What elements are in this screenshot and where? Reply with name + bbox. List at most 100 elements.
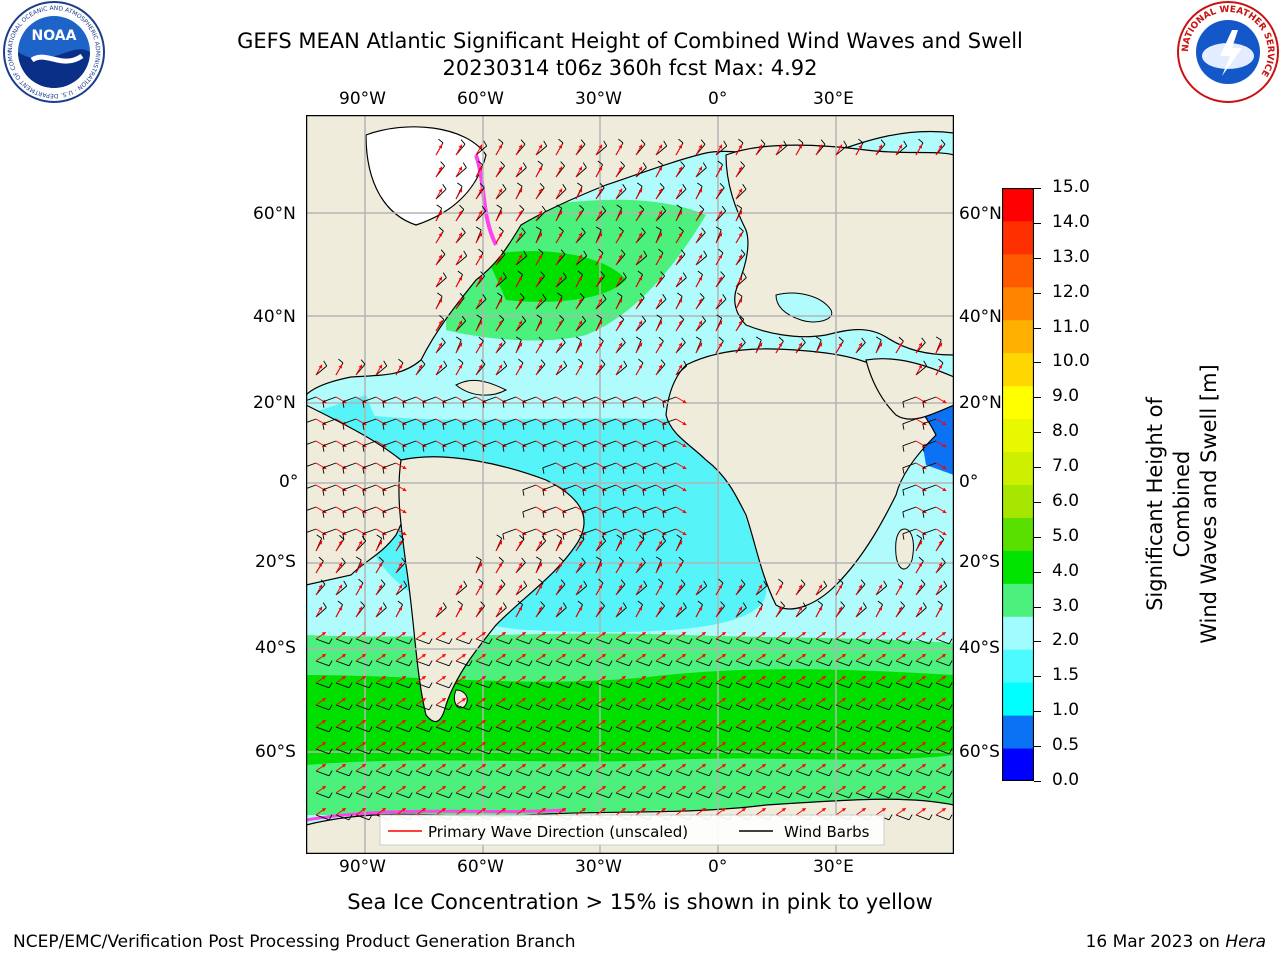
wave-direction-arrowhead bbox=[558, 606, 562, 611]
wave-direction-arrowhead bbox=[858, 342, 862, 347]
colorbar-tick-label: 12.0 bbox=[1052, 281, 1090, 302]
wind-barb-flag bbox=[883, 580, 888, 587]
wind-barb-flag bbox=[538, 248, 544, 254]
wave-direction-arrowhead bbox=[621, 742, 626, 746]
wind-barb-flag bbox=[596, 314, 602, 319]
wave-direction-arrowhead bbox=[801, 654, 806, 658]
wind-barb-flag bbox=[468, 638, 473, 645]
wave-direction-arrowhead bbox=[598, 232, 602, 237]
wind-barb-flag bbox=[778, 336, 784, 342]
lat-label-right: 0° bbox=[959, 472, 979, 492]
wave-direction-arrowhead bbox=[942, 509, 947, 513]
wave-direction-arrowhead bbox=[401, 632, 406, 636]
wave-direction-arrowhead bbox=[438, 188, 442, 193]
wind-barb-flag bbox=[522, 489, 525, 496]
wave-direction-arrowhead bbox=[861, 698, 866, 702]
wind-barb bbox=[655, 682, 670, 689]
wind-barb bbox=[715, 660, 730, 667]
wind-barb bbox=[775, 726, 790, 733]
wind-barb bbox=[382, 440, 397, 447]
wave-direction-arrowhead bbox=[361, 698, 366, 702]
wind-barb-flag bbox=[382, 533, 385, 540]
wave-direction-arrowhead bbox=[478, 584, 482, 589]
wind-barb bbox=[635, 704, 650, 711]
wind-barb-flag bbox=[748, 638, 753, 645]
wind-barb-flag bbox=[496, 204, 502, 209]
wind-barb-flag bbox=[715, 226, 722, 231]
wind-barb-flag bbox=[562, 272, 567, 278]
wind-barb-flag bbox=[408, 792, 413, 799]
wind-barb-flag bbox=[582, 511, 585, 518]
wave-direction-arrowhead bbox=[618, 320, 622, 325]
wind-barb-flag bbox=[388, 748, 393, 755]
wind-barb bbox=[595, 682, 610, 689]
wind-barb-flag bbox=[728, 770, 733, 777]
wave-direction-arrowhead bbox=[498, 144, 502, 149]
wave-direction-arrowhead bbox=[641, 742, 646, 746]
wind-barb-flag bbox=[382, 423, 385, 430]
wave-direction-arrowhead bbox=[321, 676, 326, 680]
wind-barb-flag bbox=[575, 336, 582, 341]
wind-barb bbox=[675, 792, 690, 799]
wave-direction-arrowhead bbox=[521, 654, 526, 658]
wind-barb-flag bbox=[438, 226, 444, 232]
wind-barb-flag bbox=[448, 682, 453, 689]
wind-barb-flag bbox=[808, 682, 813, 689]
wind-barb bbox=[935, 726, 950, 733]
wind-barb bbox=[575, 682, 590, 689]
wave-direction-arrowhead bbox=[578, 606, 582, 611]
wind-barb-flag bbox=[448, 638, 453, 645]
wave-direction-arrowhead bbox=[618, 166, 622, 171]
wind-barb-flag bbox=[542, 401, 545, 408]
wind-barb bbox=[415, 726, 430, 733]
wave-direction-arrowhead bbox=[918, 364, 922, 369]
wind-barb bbox=[355, 638, 370, 645]
wind-barb bbox=[715, 682, 730, 689]
wave-direction-arrowhead bbox=[518, 364, 522, 369]
wind-barb bbox=[615, 638, 630, 645]
wind-barb-flag bbox=[848, 682, 853, 689]
wind-barb-flag bbox=[502, 423, 505, 430]
wave-direction-arrowhead bbox=[698, 584, 702, 589]
wind-barb-flag bbox=[828, 770, 833, 777]
wave-direction-arrowhead bbox=[618, 562, 622, 567]
wind-barb-flag bbox=[428, 704, 433, 711]
wave-direction-arrowhead bbox=[578, 254, 582, 259]
wind-barb bbox=[535, 660, 550, 667]
wind-barb-flag bbox=[562, 533, 565, 540]
lat-label-left: 40°S bbox=[255, 638, 296, 658]
wind-barb-flag bbox=[528, 726, 533, 733]
wave-direction-arrowhead bbox=[721, 764, 726, 768]
wind-barb bbox=[535, 638, 550, 645]
wind-barb bbox=[575, 792, 590, 799]
wind-barb-flag bbox=[318, 556, 324, 562]
wind-barb-flag bbox=[560, 249, 566, 255]
wind-barb bbox=[442, 418, 457, 425]
wave-direction-arrowhead bbox=[638, 276, 642, 281]
wind-barb-flag bbox=[828, 704, 833, 711]
wind-barb bbox=[855, 726, 870, 733]
wind-barb bbox=[306, 440, 317, 446]
wind-barb bbox=[362, 440, 377, 447]
wind-barb-flag bbox=[568, 704, 573, 711]
wave-direction-arrowhead bbox=[638, 144, 642, 149]
wind-barb bbox=[675, 188, 687, 200]
colorbar-segment bbox=[1002, 319, 1034, 354]
wave-direction-arrowhead bbox=[681, 698, 686, 702]
wave-direction-arrowhead bbox=[921, 654, 926, 658]
wave-direction-arrowhead bbox=[638, 254, 642, 259]
wind-barb-flag bbox=[328, 814, 333, 821]
wind-barb-flag bbox=[738, 226, 744, 232]
wind-barb-flag bbox=[768, 682, 773, 689]
wind-barb-flag bbox=[602, 423, 605, 430]
wind-barb-flag bbox=[328, 748, 333, 755]
wave-direction-arrowhead bbox=[361, 742, 366, 746]
wind-barb-flag bbox=[478, 248, 484, 254]
wind-barb bbox=[855, 792, 870, 799]
wind-barb bbox=[595, 792, 610, 799]
wind-barb-flag bbox=[462, 445, 465, 452]
wind-barb-flag bbox=[342, 511, 345, 518]
wind-barb bbox=[735, 638, 750, 645]
wave-direction-arrowhead bbox=[538, 276, 542, 281]
wind-barb bbox=[615, 188, 627, 200]
